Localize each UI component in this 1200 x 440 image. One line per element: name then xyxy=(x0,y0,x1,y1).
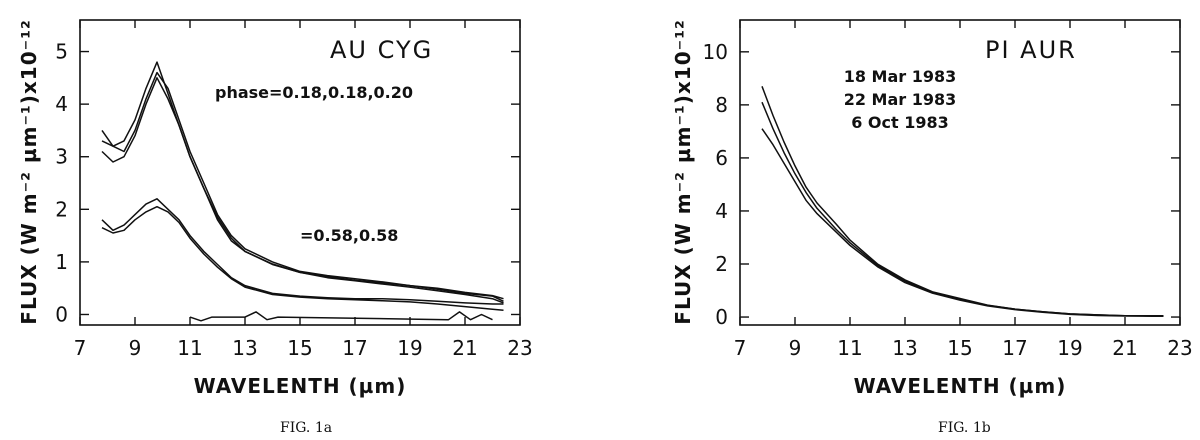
y-axis-label-b: FLUX (W m⁻² µm⁻¹)x10⁻¹² xyxy=(671,19,695,324)
series-line-a-4 xyxy=(101,198,504,305)
y-tick-label: 3 xyxy=(55,145,68,169)
x-tick-label: 17 xyxy=(342,336,367,360)
x-tick-label: 11 xyxy=(837,336,862,360)
annotation-date-1: 18 Mar 1983 xyxy=(844,67,957,86)
x-tick-label: 17 xyxy=(1002,336,1027,360)
y-tick-label: 2 xyxy=(715,252,728,276)
x-tick-label: 19 xyxy=(1057,336,1082,360)
series-line-b-1 xyxy=(761,86,1164,317)
y-tick-label: 10 xyxy=(703,40,728,64)
panel-b: 7 9 11 13 15 17 19 21 23 0 2 4 6 8 10 PI AUR 18 Mar 1… xyxy=(671,19,1193,436)
series-group-b xyxy=(761,86,1164,317)
x-axis-label-b: WAVELENTH (µm) xyxy=(854,374,1067,398)
series-line-a-2 xyxy=(101,71,504,300)
x-tick-label: 13 xyxy=(892,336,917,360)
x-tick-label: 11 xyxy=(177,336,202,360)
tick-marks-b xyxy=(739,20,1181,325)
caption-a: FIG. 1a xyxy=(280,420,332,436)
x-tick-labels-b: 7 9 11 13 15 17 19 21 23 xyxy=(734,336,1193,360)
x-tick-label: 19 xyxy=(397,336,422,360)
x-tick-label: 7 xyxy=(74,336,87,360)
series-line-a-6 xyxy=(189,311,493,322)
x-axis-label-a: WAVELENTH (µm) xyxy=(194,374,407,398)
chart-title-a: AU CYG xyxy=(330,36,433,64)
series-line-b-3 xyxy=(761,128,1164,317)
x-tick-label: 23 xyxy=(1167,336,1192,360)
y-tick-label: 0 xyxy=(55,302,68,326)
series-line-a-5 xyxy=(101,205,504,312)
tick-marks-a xyxy=(79,20,521,325)
annotation-phase: phase=0.18,0.18,0.20 xyxy=(215,83,413,102)
y-tick-label: 8 xyxy=(715,93,728,117)
y-tick-labels-a: 0 1 2 3 4 5 xyxy=(55,40,68,327)
annotation-date-3: 6 Oct 1983 xyxy=(851,113,949,132)
plot-frame-a xyxy=(79,19,521,326)
x-tick-label: 9 xyxy=(129,336,142,360)
x-tick-label: 9 xyxy=(789,336,802,360)
caption-b: FIG. 1b xyxy=(938,420,991,436)
y-tick-labels-b: 0 2 4 6 8 10 xyxy=(703,40,728,329)
y-tick-label: 1 xyxy=(55,250,68,274)
x-tick-label: 23 xyxy=(507,336,532,360)
x-tick-label: 15 xyxy=(287,336,312,360)
series-line-a-3 xyxy=(101,77,504,304)
y-tick-label: 6 xyxy=(715,146,728,170)
y-tick-label: 0 xyxy=(715,305,728,329)
series-group-a xyxy=(101,61,504,322)
x-tick-label: 21 xyxy=(1112,336,1137,360)
y-axis-label-a: FLUX (W m⁻² µm⁻¹)x10⁻¹² xyxy=(17,19,41,324)
y-tick-label: 4 xyxy=(715,199,728,223)
y-tick-label: 2 xyxy=(55,197,68,221)
x-tick-labels-a: 7 9 11 13 15 17 19 21 23 xyxy=(74,336,533,360)
x-tick-label: 21 xyxy=(452,336,477,360)
y-tick-label: 5 xyxy=(55,40,68,64)
annotation-date-2: 22 Mar 1983 xyxy=(844,90,957,109)
y-tick-label: 4 xyxy=(55,92,68,116)
chart-title-b: PI AUR xyxy=(985,36,1077,64)
x-tick-label: 13 xyxy=(232,336,257,360)
x-tick-label: 7 xyxy=(734,336,747,360)
plot-frame-b xyxy=(739,19,1181,326)
annotation-phase-2: =0.58,0.58 xyxy=(300,226,398,245)
x-tick-label: 15 xyxy=(947,336,972,360)
